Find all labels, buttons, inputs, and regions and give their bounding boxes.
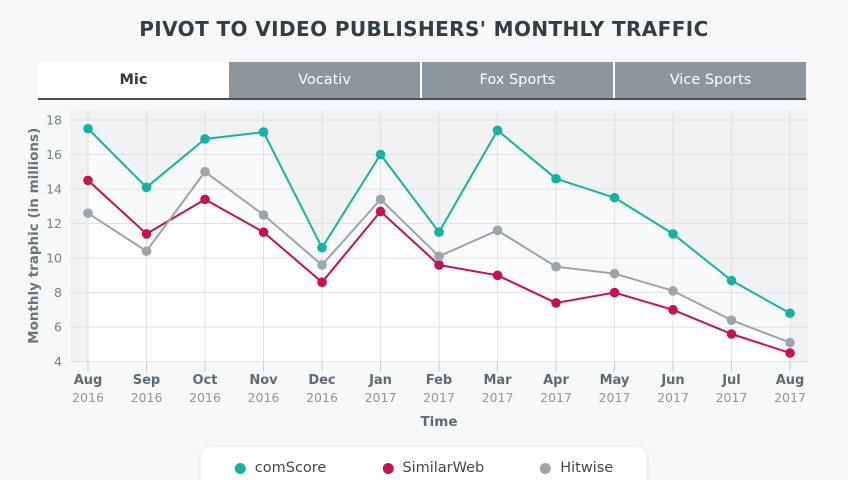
y-axis-title: Monthly traphic (in millions) xyxy=(26,128,42,344)
data-point-similarweb[interactable] xyxy=(317,277,327,288)
publisher-tab-bar: Mic Vocativ Fox Sports Vice Sports xyxy=(38,62,806,100)
x-tick-month: Nov xyxy=(249,373,278,388)
data-point-similarweb[interactable] xyxy=(785,348,795,358)
data-point-similarweb[interactable] xyxy=(375,206,386,217)
data-point-similarweb[interactable] xyxy=(83,175,93,186)
x-tick-year: 2017 xyxy=(423,390,455,405)
data-point-similarweb[interactable] xyxy=(726,329,737,339)
x-tick-month: Jun xyxy=(660,373,684,388)
data-point-hitwise[interactable] xyxy=(726,315,737,325)
x-tick-year: 2017 xyxy=(365,390,397,405)
legend-dot-comscore xyxy=(234,462,246,474)
x-tick-year: 2017 xyxy=(657,390,689,405)
x-tick-month: Sep xyxy=(133,373,161,388)
data-point-hitwise[interactable] xyxy=(551,261,561,272)
data-point-comscore[interactable] xyxy=(492,125,503,136)
legend-item-hitwise[interactable]: Hitwise xyxy=(540,460,613,476)
data-point-similarweb[interactable] xyxy=(609,287,620,298)
legend-label: SimilarWeb xyxy=(402,460,485,476)
x-tick-month: Dec xyxy=(308,373,335,388)
legend-label: comScore xyxy=(254,460,327,476)
data-point-hitwise[interactable] xyxy=(258,210,269,220)
data-point-comscore[interactable] xyxy=(668,229,678,239)
legend-label: Hitwise xyxy=(560,460,614,476)
data-point-hitwise[interactable] xyxy=(434,251,444,262)
data-point-hitwise[interactable] xyxy=(375,194,386,205)
y-tick-label: 18 xyxy=(46,113,62,128)
data-point-similarweb[interactable] xyxy=(141,229,152,239)
tab-fox-sports[interactable]: Fox Sports xyxy=(420,62,613,98)
y-tick-label: 10 xyxy=(46,251,62,266)
x-tick-month: Jul xyxy=(721,373,741,388)
x-tick-year: 2016 xyxy=(248,390,280,405)
data-point-hitwise[interactable] xyxy=(317,260,327,270)
x-tick-month: Feb xyxy=(426,373,452,388)
x-tick-year: 2017 xyxy=(716,390,748,405)
data-point-comscore[interactable] xyxy=(317,242,327,253)
tab-mic[interactable]: Mic xyxy=(38,62,229,98)
x-tick-year: 2016 xyxy=(306,390,338,405)
x-tick-year: 2016 xyxy=(131,390,163,405)
data-point-comscore[interactable] xyxy=(83,123,93,134)
data-point-comscore[interactable] xyxy=(141,182,152,193)
data-point-comscore[interactable] xyxy=(726,275,737,286)
data-point-hitwise[interactable] xyxy=(492,225,503,236)
y-tick-label: 14 xyxy=(46,182,62,197)
legend-item-similarweb[interactable]: SimilarWeb xyxy=(382,460,484,476)
tab-vocativ[interactable]: Vocativ xyxy=(229,62,420,98)
traffic-line-chart: 4 6 8 10 12 14 16 18 Aug 2016 Sep 2016 Oct 2016 Nov 201… xyxy=(26,110,808,430)
chart-legend: comScore SimilarWeb Hitwise xyxy=(200,447,648,480)
x-tick-year: 2016 xyxy=(189,390,221,405)
x-tick-year: 2017 xyxy=(482,390,514,405)
data-point-comscore[interactable] xyxy=(258,127,269,137)
data-point-hitwise[interactable] xyxy=(83,208,93,218)
x-tick-year: 2017 xyxy=(540,390,572,405)
data-point-comscore[interactable] xyxy=(434,227,444,237)
x-axis-title: Time xyxy=(420,414,457,430)
data-point-hitwise[interactable] xyxy=(609,268,620,279)
y-tick-label: 8 xyxy=(54,285,62,300)
x-tick-year: 2017 xyxy=(599,390,631,405)
y-tick-label: 4 xyxy=(54,354,62,369)
data-point-comscore[interactable] xyxy=(200,134,210,144)
data-point-comscore[interactable] xyxy=(375,149,386,160)
data-point-hitwise[interactable] xyxy=(668,286,678,296)
x-tick-month: Apr xyxy=(543,373,569,388)
data-point-hitwise[interactable] xyxy=(141,246,152,256)
tab-vice-sports[interactable]: Vice Sports xyxy=(613,62,806,98)
data-point-similarweb[interactable] xyxy=(668,305,678,315)
x-tick-month: Aug xyxy=(74,373,103,388)
data-point-hitwise[interactable] xyxy=(785,337,795,348)
x-tick-year: 2016 xyxy=(72,390,104,405)
x-tick-month: Jan xyxy=(368,373,392,388)
data-point-similarweb[interactable] xyxy=(200,194,210,205)
x-tick-month: Mar xyxy=(483,373,512,388)
legend-dot-similarweb xyxy=(382,462,394,474)
legend-item-comscore[interactable]: comScore xyxy=(234,460,327,476)
y-tick-label: 6 xyxy=(54,320,62,335)
data-point-similarweb[interactable] xyxy=(258,227,269,237)
page-title: PIVOT TO VIDEO PUBLISHERS' MONTHLY TRAFF… xyxy=(139,17,709,41)
x-tick-month: Aug xyxy=(776,373,805,388)
data-point-similarweb[interactable] xyxy=(492,270,503,281)
legend-dot-hitwise xyxy=(540,462,552,474)
x-tick-month: Oct xyxy=(193,373,218,388)
data-point-similarweb[interactable] xyxy=(434,260,444,270)
data-point-comscore[interactable] xyxy=(609,192,620,203)
data-point-similarweb[interactable] xyxy=(551,298,561,308)
data-point-comscore[interactable] xyxy=(551,173,561,184)
y-tick-label: 12 xyxy=(46,216,62,231)
data-point-comscore[interactable] xyxy=(785,308,795,319)
y-tick-label: 16 xyxy=(46,147,62,162)
x-tick-year: 2017 xyxy=(774,390,806,405)
x-tick-month: May xyxy=(600,373,630,388)
data-point-hitwise[interactable] xyxy=(200,166,210,177)
